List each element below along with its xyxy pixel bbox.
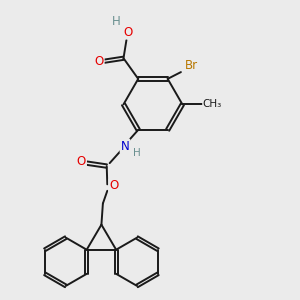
Text: H: H <box>112 15 121 28</box>
Text: H: H <box>134 148 141 158</box>
Text: O: O <box>77 155 86 168</box>
Text: O: O <box>109 179 119 192</box>
Text: O: O <box>94 55 104 68</box>
Text: O: O <box>123 26 133 38</box>
Text: Br: Br <box>185 59 198 72</box>
Text: N: N <box>121 140 129 153</box>
Text: CH₃: CH₃ <box>203 99 222 110</box>
